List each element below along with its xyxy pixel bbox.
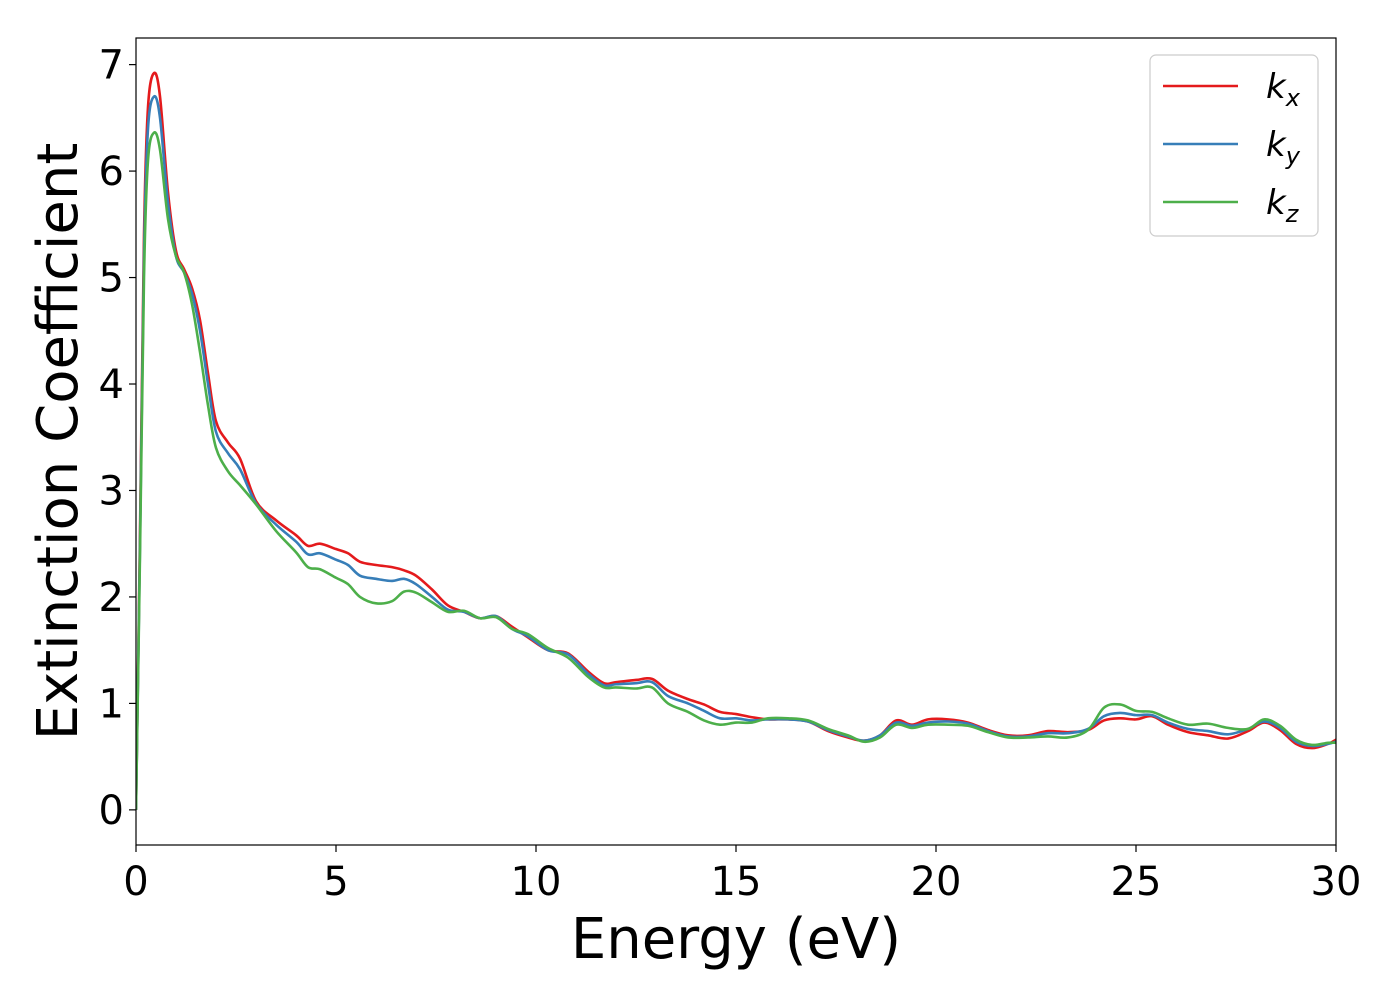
x-tick-label: 15 — [711, 859, 762, 905]
y-tick-label: 7 — [99, 43, 124, 89]
series-layer — [136, 71, 1336, 810]
y-tick-label: 4 — [99, 362, 124, 408]
y-tick-label: 2 — [99, 575, 124, 621]
legend-label-x: kx — [1266, 67, 1301, 112]
legend-label-z: kz — [1266, 183, 1300, 228]
x-tick-label: 30 — [1311, 859, 1362, 905]
y-tick-label: 3 — [99, 468, 124, 514]
y-tick-label: 0 — [99, 788, 124, 834]
y-tick-label: 1 — [99, 681, 124, 727]
y-axis-label: Extinction Coefficient — [26, 143, 91, 741]
y-axis-ticks: 0 1 2 3 4 5 6 7 — [99, 43, 136, 834]
series-line-y — [136, 94, 1336, 810]
y-tick-label: 5 — [99, 256, 124, 302]
legend: kx ky kz — [1149, 54, 1319, 237]
legend-box — [1149, 54, 1319, 237]
x-axis-ticks: 0 5 10 15 20 25 30 — [123, 845, 1361, 905]
legend-label-y: ky — [1266, 125, 1301, 170]
series-line-x — [136, 71, 1336, 810]
series-line-z — [136, 131, 1336, 810]
x-tick-label: 25 — [1111, 859, 1162, 905]
x-tick-label: 5 — [323, 859, 348, 905]
x-tick-label: 0 — [123, 859, 148, 905]
x-axis-label: Energy (eV) — [571, 907, 901, 972]
y-tick-label: 6 — [99, 149, 124, 195]
x-tick-label: 10 — [511, 859, 562, 905]
x-tick-label: 20 — [911, 859, 962, 905]
